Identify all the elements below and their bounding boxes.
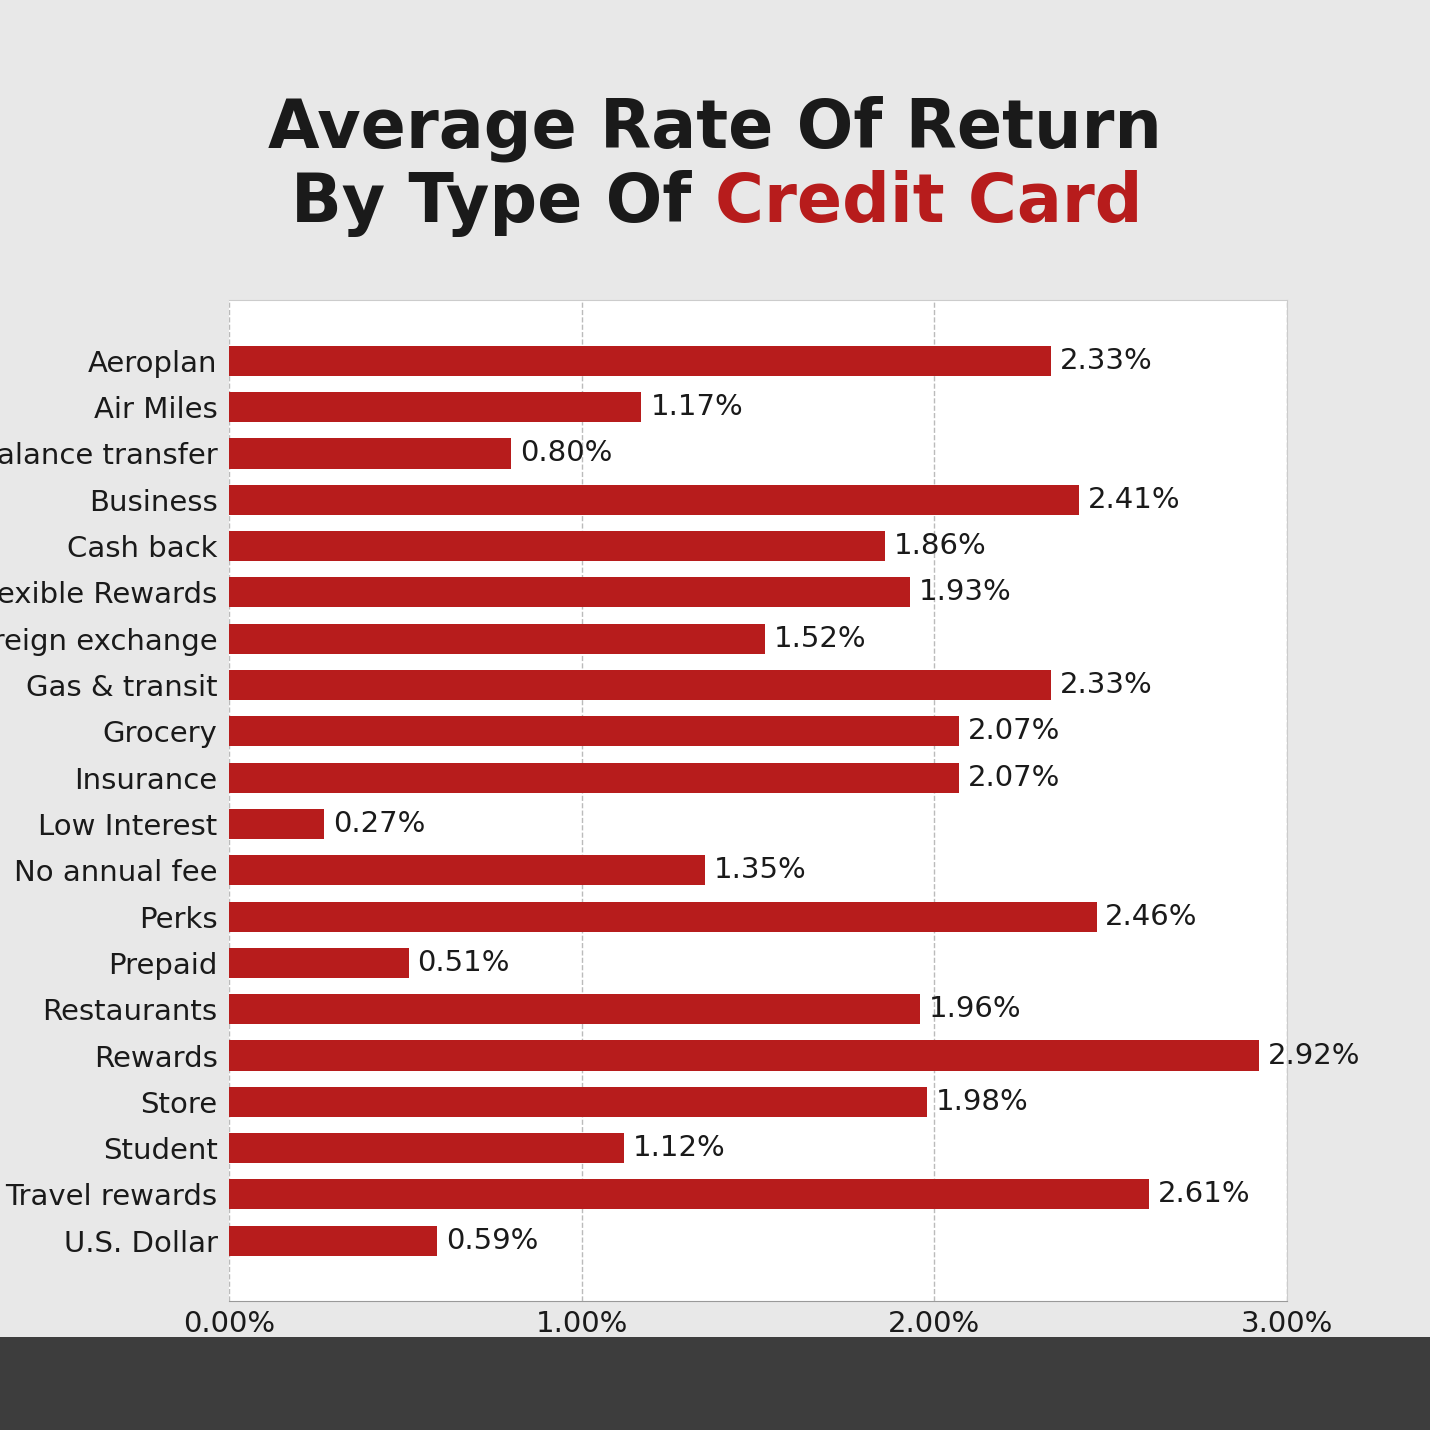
Text: By Type Of: By Type Of <box>292 170 715 236</box>
Text: Credit Card: Credit Card <box>715 170 1143 236</box>
Text: Average Rate Of Return: Average Rate Of Return <box>267 96 1163 162</box>
Text: 2.41%: 2.41% <box>1088 486 1180 513</box>
Text: 2.33%: 2.33% <box>1060 347 1153 375</box>
Text: 0.59%: 0.59% <box>446 1227 538 1254</box>
Text: 1.35%: 1.35% <box>714 857 807 884</box>
Bar <box>229 392 642 422</box>
Text: 0.51%: 0.51% <box>418 950 511 977</box>
Bar <box>229 623 765 654</box>
Bar <box>229 716 960 746</box>
Text: 2.61%: 2.61% <box>1158 1180 1251 1208</box>
Bar <box>229 901 1097 931</box>
Bar <box>229 531 885 561</box>
Text: 2.92%: 2.92% <box>1267 1041 1360 1070</box>
Bar <box>229 485 1078 515</box>
Text: 1.17%: 1.17% <box>651 393 744 422</box>
Bar <box>229 1133 623 1163</box>
Bar <box>229 994 919 1024</box>
Bar <box>229 439 511 469</box>
Text: 1.12%: 1.12% <box>632 1134 725 1163</box>
Text: 2.07%: 2.07% <box>968 718 1060 745</box>
Text: 1.96%: 1.96% <box>930 995 1021 1024</box>
Bar <box>229 671 1051 701</box>
Text: 2.46%: 2.46% <box>1105 902 1198 931</box>
Bar <box>229 1087 927 1117</box>
Text: 1.86%: 1.86% <box>894 532 987 561</box>
Text: 1.98%: 1.98% <box>937 1088 1028 1115</box>
Bar <box>229 346 1051 376</box>
Bar <box>229 1041 1258 1071</box>
Bar <box>229 948 409 978</box>
Bar <box>229 762 960 792</box>
Bar <box>229 1180 1150 1210</box>
Text: 1.52%: 1.52% <box>774 625 867 652</box>
Bar <box>229 578 909 608</box>
Text: 0.27%: 0.27% <box>333 809 425 838</box>
Bar <box>229 1226 438 1256</box>
Text: 2.33%: 2.33% <box>1060 671 1153 699</box>
Text: 0.80%: 0.80% <box>521 439 612 468</box>
Text: 2.07%: 2.07% <box>968 764 1060 792</box>
Bar <box>229 809 325 839</box>
Text: 1.93%: 1.93% <box>918 578 1011 606</box>
Bar <box>229 855 705 885</box>
